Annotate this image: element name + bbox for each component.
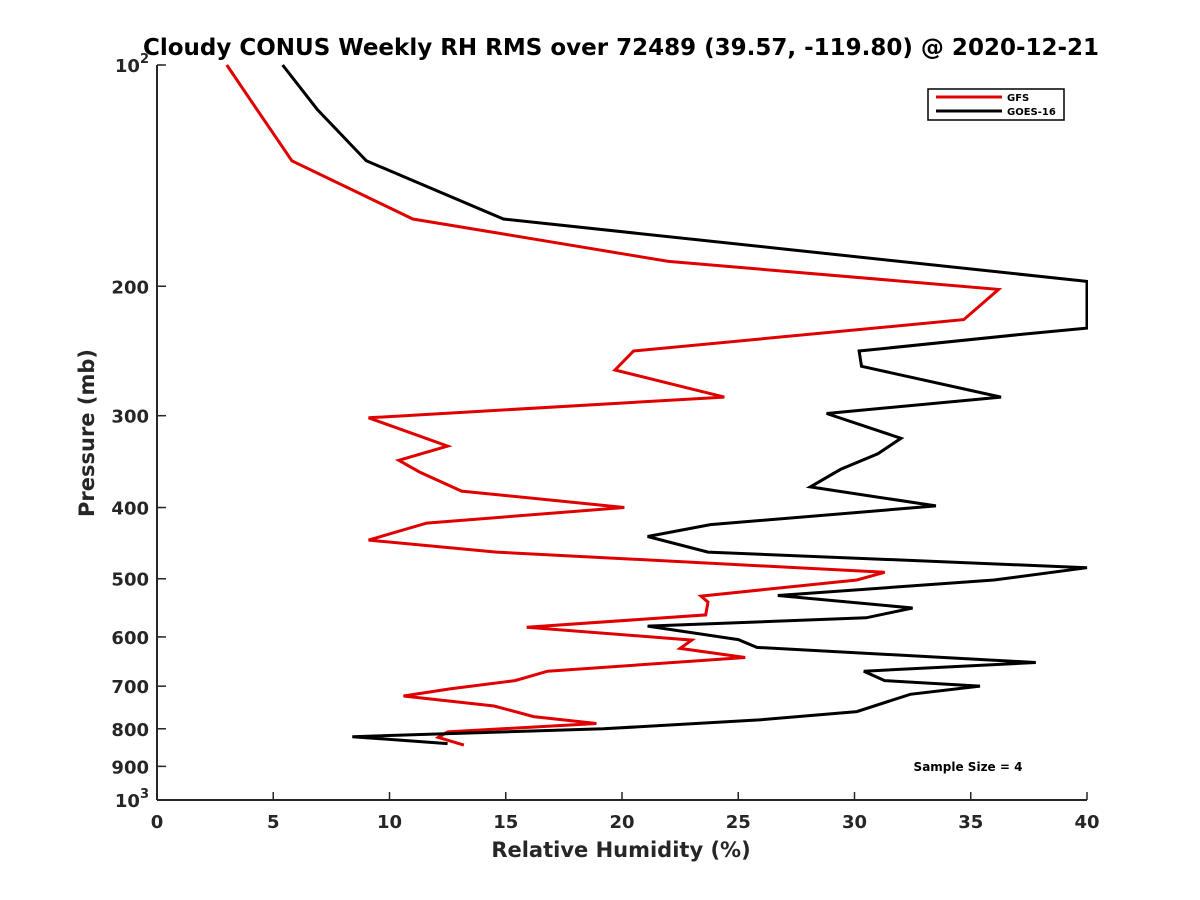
x-tick-label: 40 — [1074, 812, 1099, 833]
y-tick-label: 600 — [111, 628, 149, 649]
legend-label-gfs: GFS — [1007, 93, 1029, 104]
x-tick-label: 20 — [609, 812, 634, 833]
legend-box — [927, 88, 1065, 121]
x-tick-label: 5 — [267, 812, 280, 833]
plot-area: 0 5 10 15 20 25 30 35 40 102 200 300 400 500 600 700 800… — [111, 52, 1099, 833]
y-tick-label: 900 — [111, 757, 149, 778]
x-tick-label: 25 — [726, 812, 751, 833]
series-line-gfs — [225, 64, 1003, 747]
chart-title: Cloudy CONUS Weekly RH RMS over 72489 (3… — [143, 35, 1099, 61]
y-tick-label: 500 — [111, 570, 149, 591]
legend: GFS GOES-16 — [927, 88, 1065, 121]
x-tick-label: 0 — [151, 812, 164, 833]
y-tick-label: 700 — [111, 677, 149, 698]
y-tick-label: 800 — [111, 720, 149, 741]
y-tick-label: 400 — [111, 499, 149, 520]
y-tick-label: 103 — [115, 787, 149, 812]
y-axis-label: Pressure (mb) — [75, 349, 99, 517]
x-tick-label: 35 — [958, 812, 983, 833]
legend-label-goes16: GOES-16 — [1007, 107, 1056, 118]
x-tick-label: 30 — [842, 812, 867, 833]
y-tick-label: 200 — [111, 277, 149, 298]
y-tick-label: 102 — [115, 52, 149, 77]
axes-layer: 0 5 10 15 20 25 30 35 40 102 200 300 400 500 600 700 800… — [111, 52, 1099, 833]
y-tick-label: 300 — [111, 407, 149, 428]
x-axis-label: Relative Humidity (%) — [491, 838, 750, 862]
sample-size-annotation: Sample Size = 4 — [914, 760, 1023, 774]
series-layer — [225, 64, 1088, 747]
x-tick-label: 15 — [493, 812, 518, 833]
series-line-goes16 — [281, 64, 1088, 746]
x-tick-label: 10 — [377, 812, 402, 833]
